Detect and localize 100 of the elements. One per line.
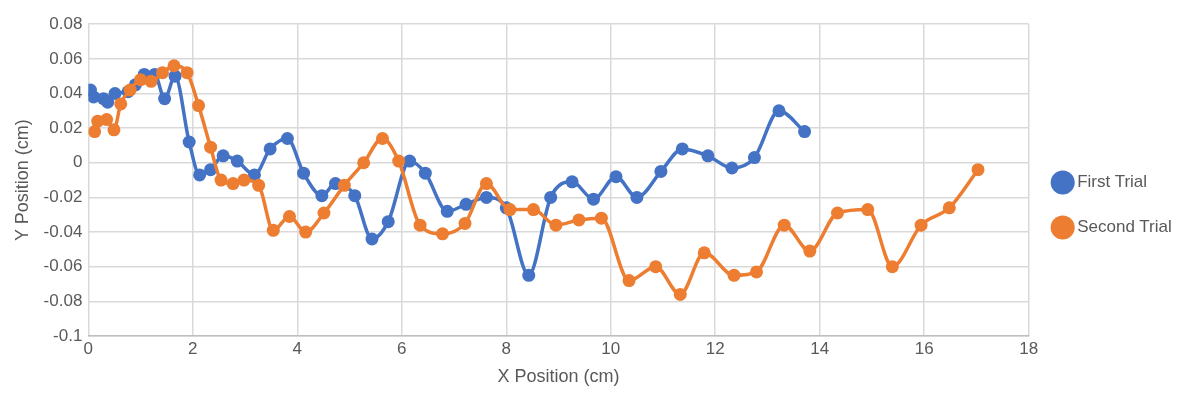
point (158, 92, 172, 106)
point (418, 166, 432, 180)
point (282, 209, 296, 223)
point (697, 246, 711, 260)
x-tick-label: 6 (397, 338, 407, 358)
point (88, 125, 102, 139)
point (266, 223, 280, 237)
point (413, 218, 427, 232)
point (180, 66, 194, 80)
point (237, 173, 251, 187)
point (777, 218, 791, 232)
point (727, 268, 741, 282)
x-tick-label: 16 (914, 338, 934, 358)
point (479, 190, 493, 204)
point (381, 215, 395, 229)
point (348, 189, 362, 203)
y-tick-label: -0.06 (43, 256, 83, 276)
y-tick-label: 0.06 (49, 48, 83, 68)
point (459, 197, 473, 211)
y-tick-label: 0.08 (49, 13, 83, 33)
point (392, 154, 406, 168)
point (479, 177, 493, 191)
point (798, 125, 812, 139)
point (942, 201, 956, 215)
x-tick-label: 18 (1019, 338, 1039, 358)
point (772, 104, 786, 118)
point (182, 135, 196, 149)
point (167, 59, 181, 73)
point (622, 274, 636, 288)
point (971, 163, 985, 177)
legend-label: Second Trial (1077, 217, 1172, 237)
point (572, 213, 586, 227)
legend-label: First Trial (1077, 172, 1148, 192)
point (297, 166, 311, 180)
point (101, 95, 115, 109)
point (114, 97, 128, 111)
point (503, 203, 517, 217)
point (317, 206, 331, 220)
x-axis-title: X Position (cm) (497, 366, 620, 387)
point (458, 216, 472, 230)
point (365, 232, 379, 246)
point (654, 164, 668, 178)
y-tick-label: -0.1 (53, 325, 83, 345)
y-tick-label: -0.08 (43, 291, 83, 311)
point (522, 268, 536, 282)
point (156, 66, 170, 80)
x-tick-label: 14 (810, 338, 830, 358)
point (108, 86, 122, 100)
point (440, 204, 454, 218)
point (673, 287, 687, 301)
point (544, 190, 558, 204)
point (587, 192, 601, 206)
point (747, 151, 761, 165)
point (216, 149, 230, 163)
point (193, 168, 207, 182)
point (436, 227, 450, 241)
point (565, 175, 579, 189)
point (337, 178, 351, 192)
y-axis-title: Y Position (cm) (11, 119, 32, 241)
point (252, 178, 266, 192)
point (144, 74, 158, 88)
point (549, 218, 563, 232)
point (750, 265, 764, 279)
point (594, 211, 608, 225)
x-tick-label: 2 (188, 338, 198, 358)
y-tick-label: 0.02 (49, 117, 83, 137)
point (630, 190, 644, 204)
y-tick-label: 0 (72, 152, 83, 172)
point (204, 140, 218, 154)
point (100, 112, 114, 126)
point (134, 73, 148, 87)
y-tick-label: 0.04 (49, 83, 83, 103)
point (609, 170, 623, 184)
point (315, 189, 329, 203)
x-tick-label: 10 (601, 338, 621, 358)
point (914, 218, 928, 232)
point (214, 173, 228, 187)
point (803, 244, 817, 258)
point (357, 156, 371, 170)
point (675, 142, 689, 156)
x-tick-label: 12 (705, 338, 725, 358)
point (649, 260, 663, 274)
point (280, 132, 294, 146)
point (885, 260, 899, 274)
point (861, 203, 875, 217)
y-tick-label: -0.02 (43, 187, 83, 207)
x-tick-label: 4 (292, 338, 303, 358)
point (701, 149, 715, 163)
point (526, 203, 540, 217)
point (403, 154, 417, 168)
point (299, 225, 313, 239)
point (725, 161, 739, 175)
point (107, 123, 121, 137)
point (830, 206, 844, 220)
y-tick-label: -0.04 (43, 221, 83, 241)
point (263, 142, 277, 156)
point (230, 154, 244, 168)
point (375, 132, 389, 146)
x-tick-label: 8 (501, 338, 512, 358)
point (192, 99, 206, 113)
